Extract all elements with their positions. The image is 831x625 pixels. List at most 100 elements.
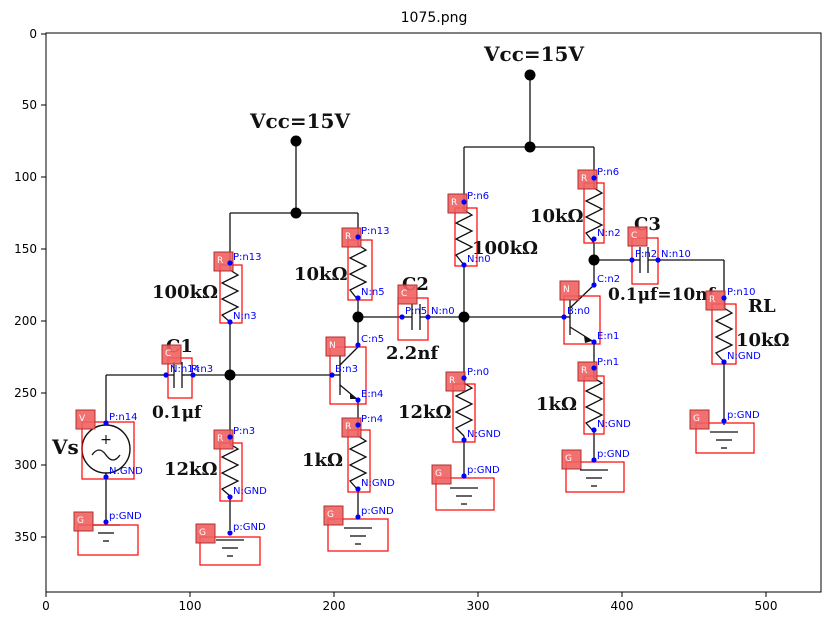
pin-dot bbox=[629, 257, 635, 263]
pin-dot bbox=[461, 199, 467, 205]
pin-dot bbox=[190, 372, 196, 378]
rl-value: 10kΩ bbox=[736, 330, 790, 351]
component-C: C P:n2 N:n10 bbox=[627, 226, 691, 285]
component-tag-badge bbox=[577, 169, 598, 190]
pin-label: P:n3 bbox=[191, 364, 213, 375]
pin-dot bbox=[399, 314, 405, 320]
component-tag-badge bbox=[627, 226, 648, 247]
component-tag-badge bbox=[341, 227, 362, 248]
component-R: R P:n3 N:GND bbox=[213, 426, 267, 502]
r-10k-mid-label: 10kΩ bbox=[294, 264, 348, 285]
rl-label: RL bbox=[748, 296, 776, 317]
component-tag-label: G bbox=[327, 510, 334, 520]
component-N: N C:n5 B:n3 E:n4 bbox=[325, 334, 384, 405]
component-tag-badge bbox=[323, 505, 344, 526]
component-tag-label: R bbox=[581, 174, 587, 184]
pin-label: P:n4 bbox=[361, 414, 383, 425]
pin-label: p:GND bbox=[467, 465, 500, 476]
component-R: R P:n10 N:GND bbox=[705, 287, 761, 365]
pin-label: P:n1 bbox=[597, 357, 619, 368]
pin-label: P:n6 bbox=[597, 167, 619, 178]
pin-dot bbox=[227, 530, 233, 536]
pin-dot bbox=[355, 234, 361, 240]
pin-label: p:GND bbox=[361, 506, 394, 517]
pin-label: P:n3 bbox=[233, 426, 255, 437]
pin-label: N:GND bbox=[361, 478, 395, 489]
pin-label: P:n0 bbox=[467, 367, 489, 378]
component-tag-badge bbox=[559, 280, 580, 301]
component-tag-badge bbox=[447, 193, 468, 214]
r-10k-right-label: 10kΩ bbox=[530, 206, 584, 227]
pin-dot bbox=[355, 422, 361, 428]
component-tag-label: R bbox=[451, 198, 457, 208]
pin-label: P:n10 bbox=[727, 287, 755, 298]
component-tag-badge bbox=[73, 511, 94, 532]
component-tag-badge bbox=[397, 284, 418, 305]
pin-label: P:n14 bbox=[109, 412, 137, 423]
component-tag-badge bbox=[341, 417, 362, 438]
pin-dot bbox=[103, 474, 109, 480]
component-tag-label: G bbox=[565, 454, 572, 464]
pin-dot bbox=[721, 418, 727, 424]
pin-label: P:n5 bbox=[405, 306, 427, 317]
pin-label: N:GND bbox=[597, 419, 631, 430]
pin-dot bbox=[655, 257, 661, 263]
pin-label: N:n2 bbox=[597, 228, 621, 239]
ground-symbols bbox=[92, 431, 738, 557]
component-tag-label: V bbox=[79, 414, 86, 424]
pin-label: P:n13 bbox=[361, 226, 389, 237]
y-tick-label: 250 bbox=[14, 386, 37, 400]
component-tag-badge bbox=[213, 429, 234, 450]
pin-dot bbox=[227, 494, 233, 500]
component-R: R P:n1 N:GND bbox=[577, 357, 631, 435]
pin-label: C:n5 bbox=[361, 334, 384, 345]
pin-label: E:n4 bbox=[361, 389, 383, 400]
pin-dot bbox=[591, 282, 597, 288]
pin-label: N:GND bbox=[727, 351, 761, 362]
pin-dot bbox=[227, 319, 233, 325]
component-tag-label: R bbox=[581, 366, 587, 376]
pin-dot bbox=[103, 420, 109, 426]
pin-label: N:n0 bbox=[431, 306, 455, 317]
c3-value: 0.1μf=10nf bbox=[608, 285, 717, 305]
vs-label: Vs bbox=[51, 435, 79, 459]
r-1k-right-label: 1kΩ bbox=[536, 394, 577, 415]
pin-dot bbox=[425, 314, 431, 320]
junction-dots bbox=[224, 69, 600, 381]
y-tick-label: 350 bbox=[14, 530, 37, 544]
pin-dot bbox=[355, 295, 361, 301]
plot-frame bbox=[45, 32, 822, 593]
component-tag-label: G bbox=[435, 469, 442, 479]
component-tag-badge bbox=[445, 371, 466, 392]
x-tick-label: 100 bbox=[179, 599, 202, 613]
component-tag-label: R bbox=[709, 295, 715, 305]
r-12k-left-label: 12kΩ bbox=[164, 459, 218, 480]
r-12k-right-label: 12kΩ bbox=[398, 402, 452, 423]
pin-label: N:n3 bbox=[233, 311, 257, 322]
pin-dot bbox=[591, 365, 597, 371]
pin-label: N:GND bbox=[109, 466, 143, 477]
component-tag-label: C bbox=[631, 231, 637, 241]
component-tag-badge bbox=[75, 409, 96, 430]
pin-label: N:n5 bbox=[361, 287, 385, 298]
r-100k-left-label: 100kΩ bbox=[152, 282, 218, 303]
pin-dot bbox=[227, 434, 233, 440]
pin-dot bbox=[355, 342, 361, 348]
pin-label: p:GND bbox=[597, 449, 630, 460]
y-tick-label: 0 bbox=[29, 27, 37, 41]
component-tag-label: R bbox=[345, 232, 351, 242]
pin-label: N:n0 bbox=[467, 254, 491, 265]
component-R: R P:n13 N:n3 bbox=[213, 251, 261, 325]
pin-label: p:GND bbox=[233, 522, 266, 533]
x-axis: 0 100 200 300 400 500 bbox=[42, 592, 777, 613]
component-tag-label: C bbox=[401, 289, 407, 299]
component-R: R P:n6 N:n2 bbox=[577, 167, 621, 244]
component-tag-label: G bbox=[199, 528, 206, 538]
component-tag-badge bbox=[213, 251, 234, 272]
